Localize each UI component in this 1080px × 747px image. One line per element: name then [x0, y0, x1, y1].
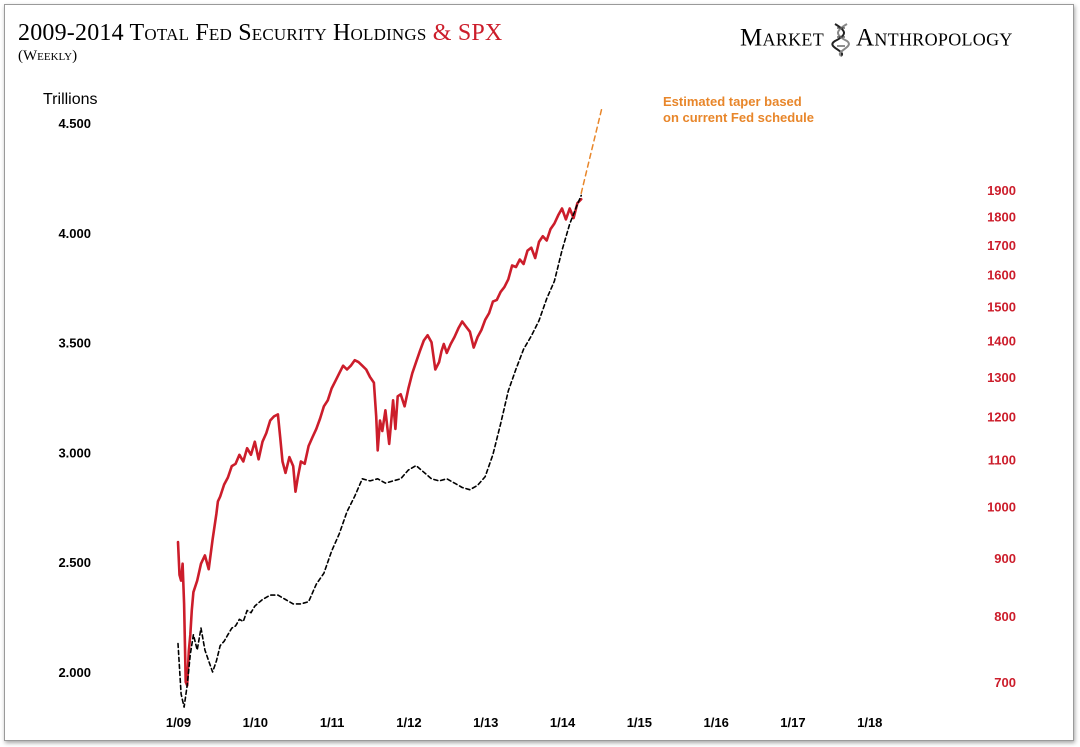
x-tick-label: 1/09	[166, 715, 191, 730]
right-tick-label: 1100	[988, 452, 1016, 467]
right-tick-label: 1800	[987, 210, 1016, 225]
title-spx: & SPX	[432, 20, 503, 46]
x-tick-label: 1/18	[857, 715, 882, 730]
chart-frame	[4, 4, 1074, 741]
right-tick-label: 1600	[987, 268, 1016, 283]
right-tick-label: 1900	[987, 183, 1016, 198]
annotation-line-1: Estimated taper based	[663, 94, 802, 109]
left-tick-label: 2.000	[58, 665, 91, 680]
x-tick-label: 1/17	[780, 715, 805, 730]
left-tick-label: 3.000	[58, 445, 91, 460]
left-tick-label: 2.500	[58, 555, 91, 570]
x-axis-ticks: 1/09 1/10 1/11 1/12 1/13 1/14 1/15 1/16 1/17 1/18	[166, 715, 883, 730]
right-tick-label: 900	[994, 551, 1016, 566]
x-tick-label: 1/16	[704, 715, 729, 730]
left-tick-label: 3.500	[58, 336, 91, 351]
taper-annotation: Estimated taper based on current Fed sch…	[663, 94, 814, 125]
right-tick-label: 800	[994, 609, 1016, 624]
left-tick-label: 4.000	[58, 226, 91, 241]
annotation-line-2: on current Fed schedule	[663, 110, 814, 125]
right-axis-ticks: 1900 1800 1700 1600 1500 1400 1300 1200 1100 1000…	[987, 183, 1016, 690]
right-tick-label: 1200	[987, 409, 1016, 424]
spx-line	[176, 197, 583, 687]
x-tick-label: 1/14	[550, 715, 576, 730]
title-main: 2009-2014 Total Fed Security Holdings	[18, 20, 427, 46]
taper-projection-line	[580, 106, 603, 195]
left-axis-ticks: 4.500 4.000 3.500 3.000 2.500 2.000	[58, 116, 91, 680]
right-tick-label: 1400	[987, 333, 1016, 348]
right-tick-label: 1700	[987, 238, 1016, 253]
x-tick-label: 1/15	[627, 715, 652, 730]
brand-right: Anthropology	[856, 24, 1013, 52]
dna-helix-icon	[830, 22, 852, 58]
x-tick-label: 1/13	[473, 715, 498, 730]
x-tick-label: 1/10	[243, 715, 268, 730]
x-tick-label: 1/12	[396, 715, 421, 730]
left-tick-label: 4.500	[58, 116, 91, 131]
series-layer	[176, 106, 603, 708]
chart-subtitle: (Weekly)	[18, 48, 78, 64]
right-tick-label: 1300	[987, 370, 1016, 385]
brand-logo: Market Anthropology	[740, 22, 1013, 58]
brand-left: Market	[740, 24, 825, 52]
x-tick-label: 1/11	[320, 715, 345, 730]
chart-title: 2009-2014 Total Fed Security Holdings & …	[18, 20, 502, 47]
right-tick-label: 700	[994, 675, 1016, 690]
left-axis-label: Trillions	[43, 91, 98, 108]
right-tick-label: 1500	[987, 299, 1016, 314]
fed-holdings-line	[177, 194, 583, 708]
right-tick-label: 1000	[987, 499, 1016, 514]
